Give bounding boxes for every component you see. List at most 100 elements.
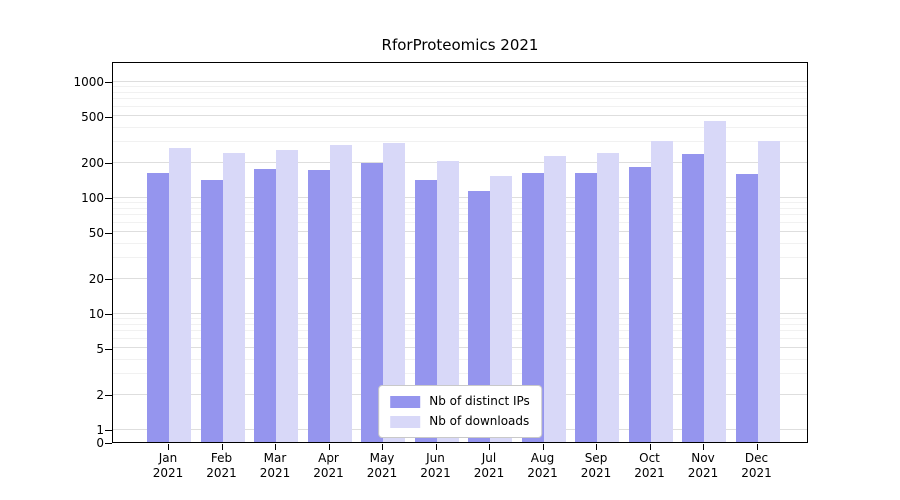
bar-distinct-ips-oct [628, 166, 651, 442]
y-axis-tick-label: 2 [96, 388, 104, 403]
minor-gridline [113, 98, 807, 100]
bar-distinct-ips-sep [575, 172, 597, 442]
minor-gridline [113, 317, 807, 319]
bar-distinct-ips-jul [468, 191, 490, 442]
x-axis-tick-mark [756, 444, 758, 450]
y-axis-tick-mark [105, 82, 112, 83]
y-axis-tick-label: 100 [81, 191, 104, 205]
major-gridline [113, 161, 807, 163]
x-axis-tick-label: Feb 2021 [206, 451, 237, 480]
x-axis-tick-mark [596, 444, 597, 450]
x-axis-tick-mark [489, 444, 490, 450]
legend-swatch-downloads [390, 415, 421, 428]
minor-gridline [113, 373, 807, 375]
y-axis-tick-label: 50 [88, 225, 104, 240]
legend-swatch-distinct-ips [390, 395, 421, 408]
x-axis-tick-mark [275, 444, 276, 450]
minor-gridline [113, 141, 807, 143]
bar-downloads-jul [490, 175, 512, 442]
x-axis-tick-mark [328, 444, 330, 450]
minor-gridline [113, 85, 807, 87]
x-axis-tick-label: Apr 2021 [313, 451, 344, 480]
x-axis-tick-label: Jul 2021 [473, 451, 505, 480]
bar-distinct-ips-mar [254, 168, 276, 442]
y-axis-tick-label: 1 [96, 423, 104, 437]
bar-downloads-feb [222, 153, 245, 442]
minor-gridline [113, 91, 807, 93]
bar-downloads-may [383, 143, 405, 442]
bar-downloads-jun [436, 160, 459, 442]
y-axis-tick-label: 500 [81, 109, 104, 124]
x-axis-tick-mark [168, 444, 169, 450]
major-gridline [113, 115, 807, 117]
x-axis-tick-label: Jan 2021 [152, 451, 184, 480]
y-axis-tick-mark [105, 163, 112, 165]
bar-downloads-apr [329, 144, 352, 442]
x-axis-tick-mark [435, 444, 437, 450]
major-gridline [113, 80, 807, 82]
y-axis-tick-mark [105, 443, 112, 444]
minor-gridline [113, 207, 807, 209]
minor-gridline [113, 242, 807, 244]
y-axis-tick-mark [105, 232, 112, 234]
y-axis-tick-mark [105, 314, 112, 315]
y-axis-tick-label: 1000 [73, 75, 104, 89]
x-axis-tick-mark [221, 444, 223, 450]
major-gridline [113, 231, 807, 233]
bar-downloads-oct [650, 140, 673, 442]
bar-downloads-aug [543, 155, 566, 442]
minor-gridline [113, 338, 807, 340]
x-axis-tick-label: Aug 2021 [527, 451, 558, 480]
plot-area [112, 62, 808, 443]
y-axis-tick-label: 20 [88, 272, 104, 287]
bar-distinct-ips-dec [735, 174, 758, 442]
y-axis-tick-label: 10 [88, 307, 104, 321]
minor-gridline [113, 201, 807, 203]
x-axis-tick-mark [649, 444, 651, 450]
minor-gridline [113, 323, 807, 325]
minor-gridline [113, 330, 807, 332]
bar-downloads-mar [276, 150, 298, 442]
minor-gridline [113, 214, 807, 216]
major-gridline [113, 196, 807, 198]
bar-distinct-ips-jan [147, 173, 169, 442]
x-axis-tick-mark [542, 444, 544, 450]
x-axis-tick-mark [703, 444, 704, 450]
x-axis-tick-label: Jun 2021 [420, 451, 451, 480]
bar-distinct-ips-jun [414, 180, 437, 442]
legend-label-downloads: Nb of downloads [429, 414, 530, 428]
legend-label-distinct-ips: Nb of distinct IPs [429, 394, 530, 408]
major-gridline [113, 347, 807, 349]
bar-downloads-jan [169, 147, 191, 442]
legend-item-distinct-ips: Nb of distinct IPs [390, 393, 530, 410]
x-axis-tick-label: May 2021 [366, 451, 398, 480]
legend: Nb of distinct IPs Nb of downloads [378, 385, 542, 438]
minor-gridline [113, 358, 807, 360]
y-axis-tick-mark [105, 279, 112, 281]
bar-downloads-sep [597, 153, 619, 442]
y-axis-tick-mark [105, 348, 112, 350]
minor-gridline [113, 106, 807, 108]
y-axis-tick-mark [105, 395, 112, 397]
y-axis-tick-label: 5 [96, 341, 104, 356]
major-gridline [113, 312, 807, 314]
x-axis-tick-label: Oct 2021 [634, 451, 665, 480]
bar-distinct-ips-may [361, 163, 383, 442]
y-axis-tick-mark [105, 430, 112, 431]
y-axis-tick-label: 200 [81, 156, 104, 171]
minor-gridline [113, 126, 807, 128]
major-gridline [113, 277, 807, 279]
x-axis-tick-label: Nov 2021 [687, 451, 719, 480]
bar-downloads-nov [704, 121, 726, 442]
bar-distinct-ips-apr [307, 169, 330, 442]
chart-title: RforProteomics 2021 [381, 36, 539, 54]
y-axis-tick-label: 0 [96, 436, 104, 450]
x-axis-tick-label: Sep 2021 [580, 451, 612, 480]
x-axis-tick-label: Mar 2021 [259, 451, 291, 480]
bar-distinct-ips-aug [521, 173, 544, 442]
bar-distinct-ips-feb [200, 180, 223, 442]
bar-downloads-dec [757, 140, 780, 442]
x-axis-tick-label: Dec 2021 [741, 451, 772, 480]
y-axis-tick-mark [105, 198, 112, 199]
